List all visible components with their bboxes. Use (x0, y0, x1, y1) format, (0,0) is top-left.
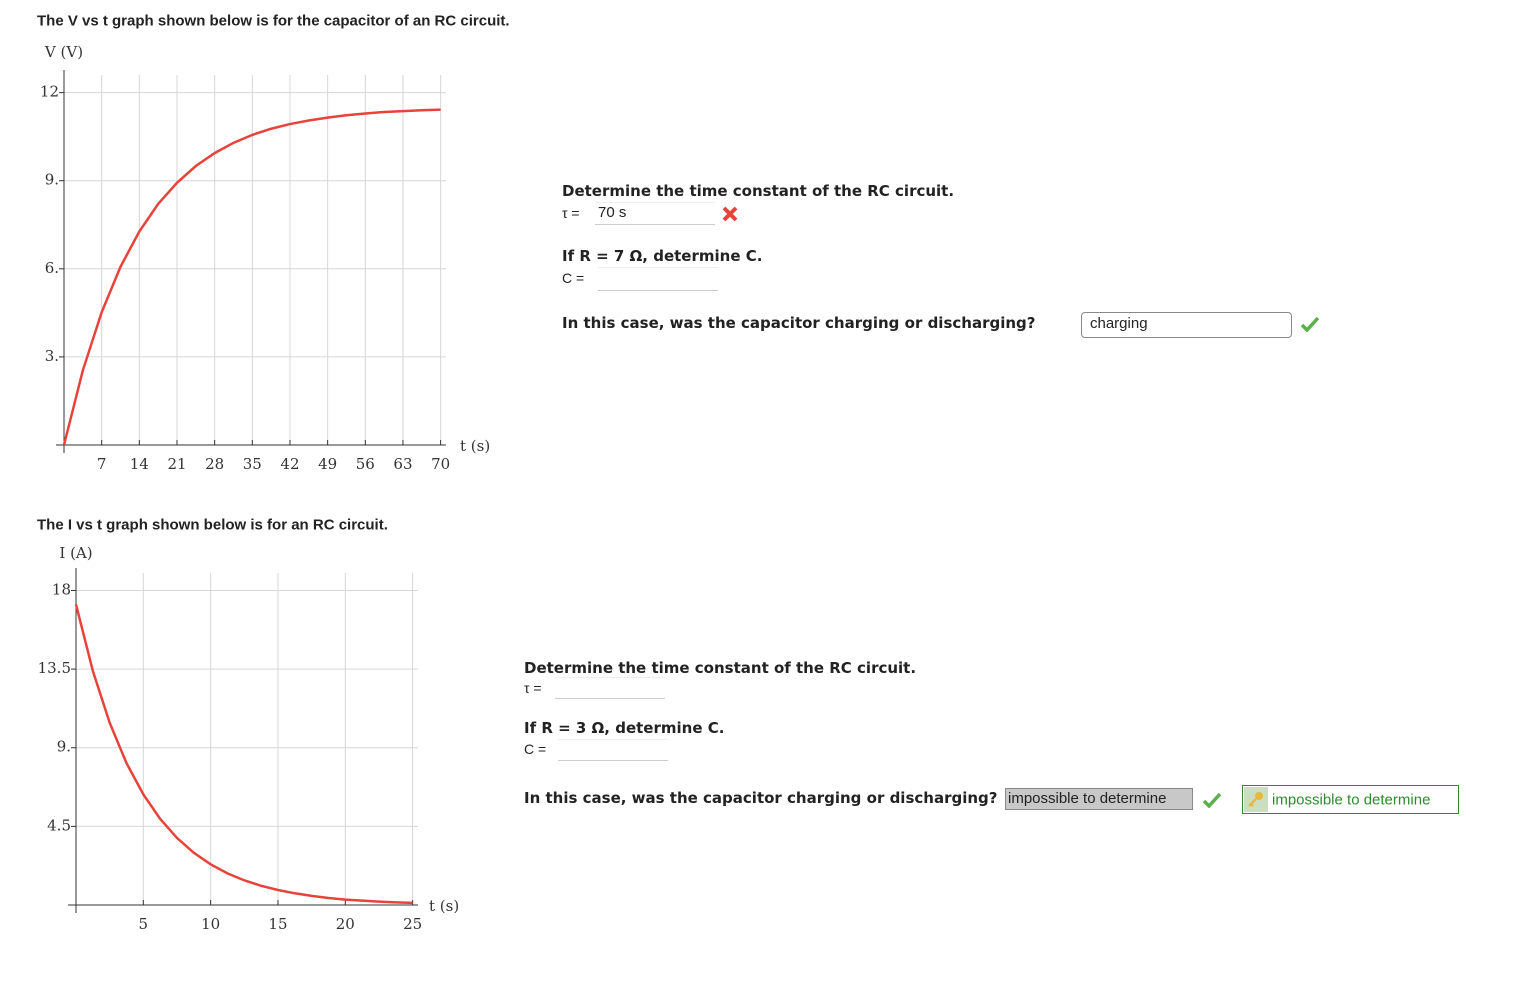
x-tick-label: 5 (139, 915, 149, 933)
tau-label: τ = (524, 680, 542, 696)
y-tick-label: 18 (52, 580, 71, 598)
intro: The V vs t graph shown below is for the … (37, 12, 510, 30)
y-axis-label: V (V) (44, 43, 83, 61)
y-tick-label: 12 (40, 83, 59, 101)
x-tick-label: 7 (97, 455, 107, 473)
x-tick-label: 56 (356, 455, 375, 473)
tau-input[interactable]: 70 s (595, 202, 715, 225)
state-select[interactable]: charging (1081, 312, 1292, 338)
x-tick-label: 21 (167, 455, 186, 473)
tau-label: τ = (562, 205, 580, 221)
x-tick-label: 20 (336, 915, 355, 933)
wrong-icon (722, 206, 738, 222)
check-icon (1300, 316, 1320, 332)
x-tick-label: 25 (403, 915, 422, 933)
question: In this case, was the capacitor charging… (524, 789, 998, 807)
y-tick-label: 4.5 (47, 816, 71, 834)
x-axis-label: t (s) (460, 437, 490, 455)
x-tick-label: 70 (431, 455, 450, 473)
x-tick-label: 28 (205, 455, 224, 473)
x-tick-label: 42 (280, 455, 299, 473)
key-answer-box: impossible to determine (1242, 785, 1459, 814)
question: In this case, was the capacitor charging… (562, 314, 1036, 332)
x-tick-label: 49 (318, 455, 337, 473)
y-tick-label: 3. (45, 347, 59, 365)
tau-input[interactable] (555, 677, 665, 699)
x-tick-label: 35 (243, 455, 262, 473)
x-tick-label: 15 (268, 915, 287, 933)
data-line (62, 108, 441, 446)
y-tick-label: 9. (45, 171, 59, 189)
c-input[interactable] (598, 267, 718, 291)
data-line (74, 604, 413, 905)
check-icon (1202, 792, 1222, 808)
c-label: C = (562, 270, 585, 286)
c-label: C = (524, 741, 547, 757)
x-tick-label: 14 (130, 455, 149, 473)
x-axis-label: t (s) (429, 897, 459, 915)
y-tick-label: 13.5 (38, 659, 71, 677)
question: Determine the time constant of the RC ci… (562, 182, 955, 200)
state-select[interactable]: impossible to determine (1005, 788, 1193, 810)
x-tick-label: 63 (393, 455, 412, 473)
intro: The I vs t graph shown below is for an R… (37, 516, 388, 534)
x-tick-label: 10 (201, 915, 220, 933)
key-icon (1244, 787, 1268, 812)
c-input[interactable] (558, 739, 668, 761)
question: If R = 3 Ω, determine C. (524, 719, 725, 737)
question: If R = 7 Ω, determine C. (562, 247, 763, 265)
y-tick-label: 6. (45, 259, 59, 277)
y-axis-label: I (A) (59, 544, 92, 562)
y-tick-label: 9. (57, 738, 71, 756)
key-answer: impossible to determine (1272, 791, 1431, 809)
question: Determine the time constant of the RC ci… (524, 659, 917, 677)
